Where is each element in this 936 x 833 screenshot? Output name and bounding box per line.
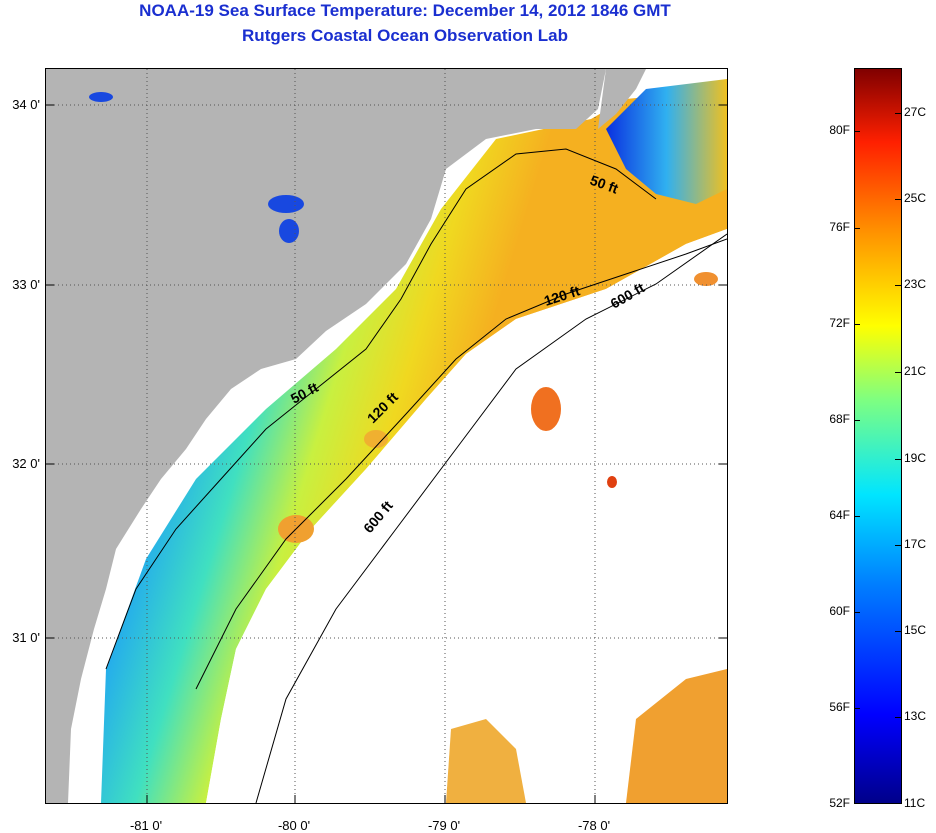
colorbar-c-label: 13C [904, 709, 927, 723]
colorbar-tick [895, 372, 901, 373]
warm-patch-1 [531, 387, 561, 431]
colorbar-c-label: 25C [904, 191, 927, 205]
lat-label-32: 32 0' [12, 456, 40, 471]
lat-label-34: 34 0' [12, 97, 40, 112]
colorbar-c-label: 17C [904, 537, 927, 551]
colorbar-c-label: 19C [904, 451, 927, 465]
graticule [46, 69, 727, 803]
lat-label-33: 33 0' [12, 277, 40, 292]
warm-patch-s [446, 719, 526, 803]
sst-water-band [101, 89, 727, 803]
colorbar-tick [854, 708, 860, 709]
contour-120ft [195, 238, 727, 690]
map-title: NOAA-19 Sea Surface Temperature: Decembe… [139, 1, 671, 20]
colorbar-c-label: 15C [904, 623, 927, 637]
warm-patch-5 [364, 430, 388, 448]
colorbar-tick [854, 131, 860, 132]
colorbar-tick [895, 199, 901, 200]
colorbar-c-label: 21C [904, 364, 927, 378]
lon-label-81: -81 0' [129, 818, 163, 833]
map-ticks [46, 104, 727, 803]
colorbar-f-label: 72F [829, 316, 850, 330]
colorbar-f-label: 64F [829, 508, 850, 522]
lon-label-80: -80 0' [277, 818, 311, 833]
colorbar-f-label: 56F [829, 700, 850, 714]
colorbar-tick [854, 420, 860, 421]
cloud-mask [206, 229, 727, 803]
lon-label-78: -78 0' [577, 818, 611, 833]
colorbar-c-label: 11C [904, 796, 926, 810]
colorbar-f-label: 80F [829, 123, 850, 137]
land-mass [46, 69, 606, 803]
colorbar-tick [895, 285, 901, 286]
warm-patch-2 [694, 272, 718, 286]
colorbar-c-label: 23C [904, 277, 927, 291]
colorbar-tick [895, 113, 901, 114]
colorbar-f-label: 60F [829, 604, 850, 618]
contour-50ft [105, 148, 657, 670]
colorbar-tick [854, 324, 860, 325]
warm-patch-3 [607, 476, 617, 488]
colorbar-f-label: 52F [829, 796, 850, 810]
colorbar-c-label: 27C [904, 105, 927, 119]
colorbar-tick [854, 228, 860, 229]
contour-600ft [255, 233, 727, 803]
lat-label-31: 31 0' [12, 630, 40, 645]
warm-patch-se [626, 669, 727, 803]
temperature-colorbar [854, 68, 902, 804]
colorbar-tick [895, 631, 901, 632]
colorbar-tick [854, 516, 860, 517]
lon-label-79: -79 0' [427, 818, 461, 833]
colorbar-tick [895, 545, 901, 546]
lake-2 [279, 219, 299, 243]
map-subtitle: Rutgers Coastal Ocean Observation Lab [242, 26, 568, 45]
sst-north-water [606, 79, 727, 204]
colorbar-f-label: 76F [829, 220, 850, 234]
land-north [598, 69, 646, 129]
colorbar-f-label: 68F [829, 412, 850, 426]
colorbar-tick [895, 717, 901, 718]
sst-map: 50 ft 50 ft 120 ft 120 ft 600 ft 600 ft [45, 68, 728, 804]
lake-1 [268, 195, 304, 213]
colorbar-tick [854, 612, 860, 613]
colorbar-tick [895, 459, 901, 460]
lake-3 [89, 92, 113, 102]
